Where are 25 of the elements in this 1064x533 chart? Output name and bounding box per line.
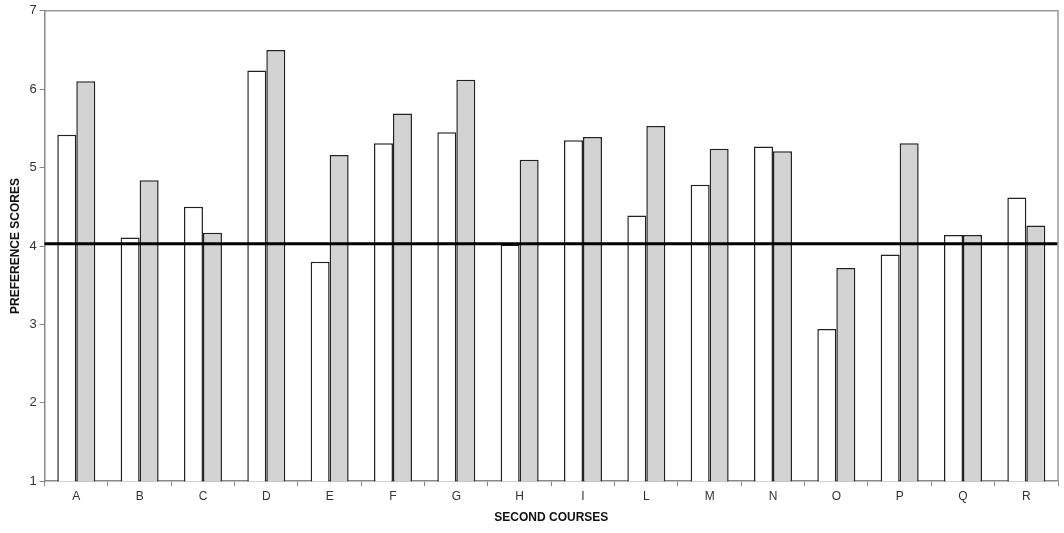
x-tick-label: G xyxy=(451,488,461,503)
y-tick-label: 5 xyxy=(29,159,37,175)
x-tick-label: B xyxy=(135,488,144,503)
x-tick-label: F xyxy=(389,488,397,503)
x-tick-label: E xyxy=(325,488,334,503)
x-tick-label: I xyxy=(581,488,585,503)
y-tick-label: 2 xyxy=(29,394,37,410)
x-tick-label: N xyxy=(768,488,778,503)
x-tick-label: A xyxy=(72,488,81,503)
y-axis-title: PREFERENCE SCORES xyxy=(7,177,22,315)
x-tick-label: C xyxy=(198,488,208,503)
y-tick-label: 1 xyxy=(29,472,37,488)
x-tick-label: Q xyxy=(958,488,968,503)
x-tick-label: M xyxy=(704,488,715,503)
y-tick-label: 4 xyxy=(29,237,37,253)
x-tick-label: D xyxy=(261,488,271,503)
x-axis-title: SECOND COURSES xyxy=(494,510,609,525)
y-tick-label: 3 xyxy=(29,315,37,331)
x-tick-label: O xyxy=(831,488,841,503)
y-tick-label: 6 xyxy=(29,80,37,96)
x-tick-label: R xyxy=(1022,488,1031,503)
x-tick-label: P xyxy=(895,488,904,503)
x-tick-label: H xyxy=(515,488,524,503)
y-tick-label: 7 xyxy=(29,2,37,18)
x-tick-label: L xyxy=(642,488,650,503)
